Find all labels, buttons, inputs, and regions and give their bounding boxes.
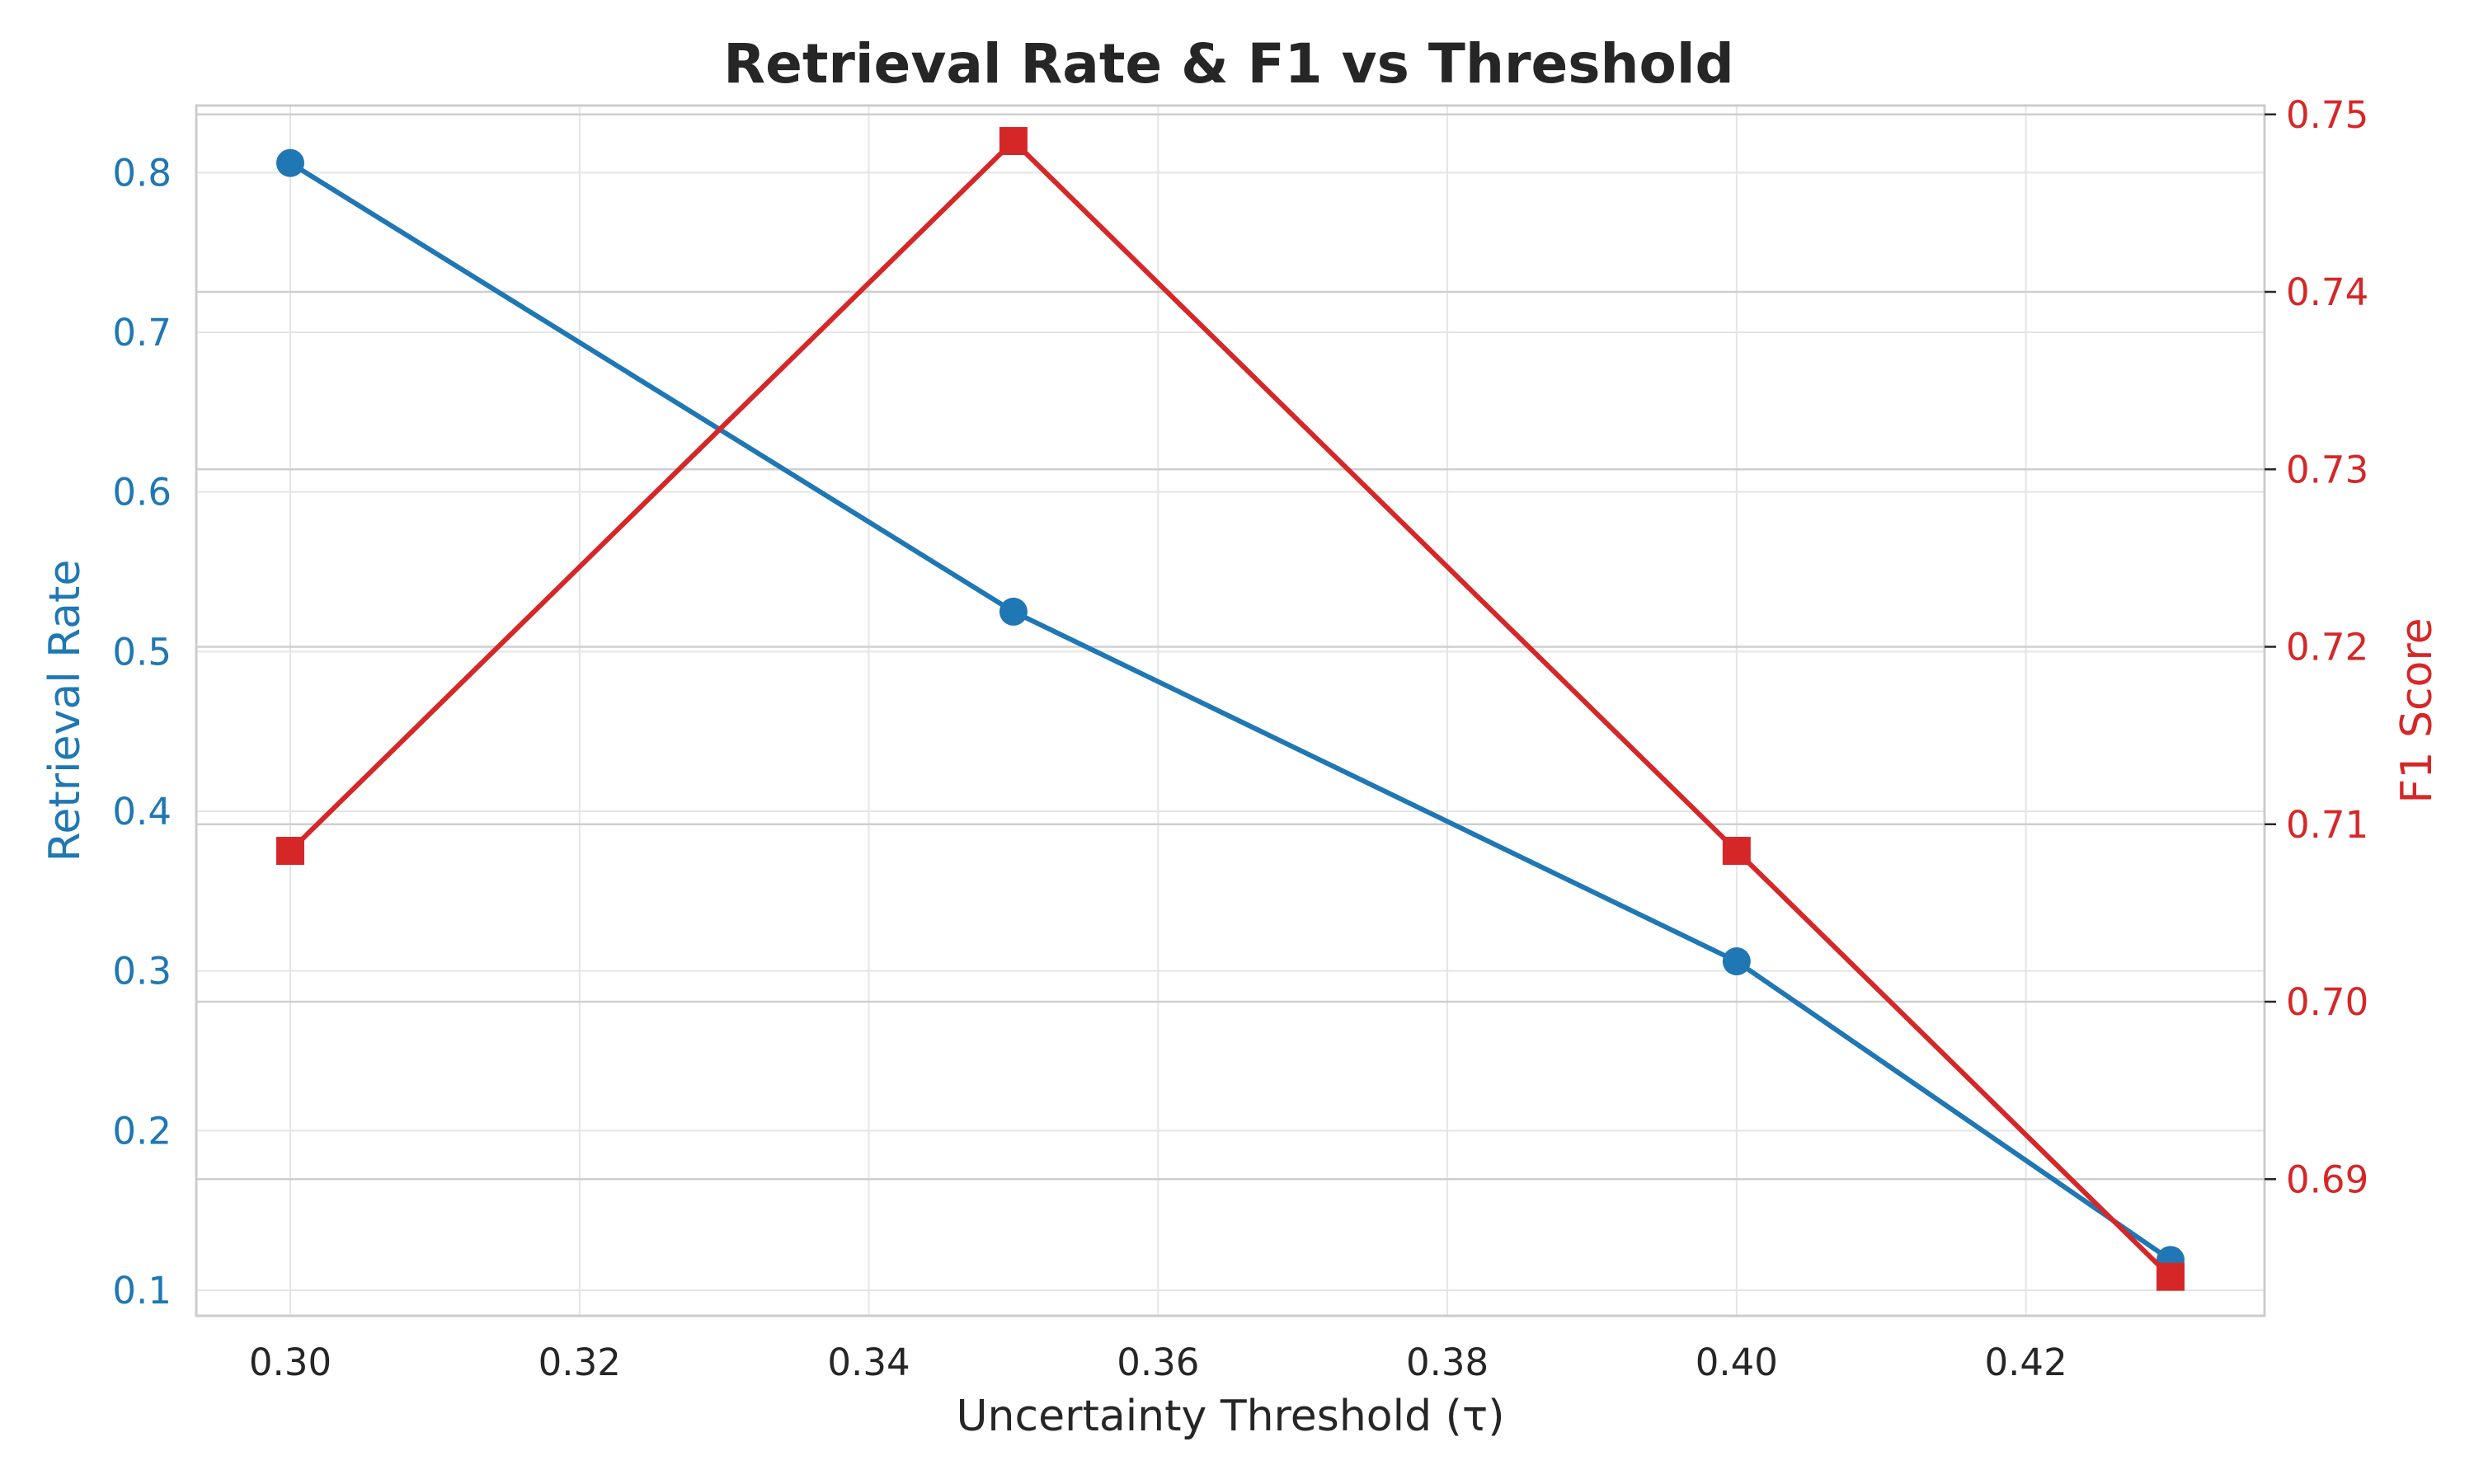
right-y-tick-label: 0.73 <box>2286 448 2368 491</box>
x-tick-label: 0.34 <box>827 1341 910 1384</box>
right-y-tick-label: 0.70 <box>2286 980 2368 1024</box>
x-tick-label: 0.40 <box>1696 1341 1778 1384</box>
right-y-tick-label: 0.71 <box>2286 803 2368 847</box>
left-y-tick-label: 0.8 <box>112 151 172 195</box>
grid-layer <box>196 106 2265 1316</box>
right-y-tick-label: 0.75 <box>2286 93 2368 137</box>
right-y-axis-ticks: 0.69 0.70 0.71 0.72 0.73 0.74 0.75 <box>2265 93 2368 1201</box>
retrieval-rate-point <box>999 597 1028 626</box>
left-y-tick-label: 0.6 <box>112 471 172 514</box>
f1-score-point <box>276 837 304 866</box>
right-y-tick-label: 0.74 <box>2286 270 2368 314</box>
retrieval-rate-point <box>276 148 304 177</box>
f1-score-point <box>1722 837 1751 866</box>
x-axis-ticks: 0.30 0.32 0.34 0.36 0.38 0.40 0.42 <box>249 1341 2067 1384</box>
f1-score-point <box>999 127 1028 156</box>
retrieval-rate-point <box>1722 947 1751 976</box>
left-y-axis-label: Retrieval Rate <box>40 560 90 862</box>
f1-score-point <box>2157 1262 2185 1291</box>
x-tick-label: 0.30 <box>249 1341 332 1384</box>
left-y-tick-label: 0.1 <box>112 1269 172 1313</box>
x-tick-label: 0.32 <box>539 1341 621 1384</box>
left-y-tick-label: 0.3 <box>112 950 172 993</box>
x-tick-label: 0.36 <box>1117 1341 1199 1384</box>
right-y-tick-label: 0.72 <box>2286 626 2368 669</box>
left-y-tick-label: 0.7 <box>112 311 172 355</box>
x-axis-label: Uncertainty Threshold (τ) <box>956 1392 1504 1441</box>
right-axis-grid-layer <box>196 113 2265 1181</box>
left-y-axis-ticks: 0.1 0.2 0.3 0.4 0.5 0.6 0.7 0.8 <box>112 151 172 1313</box>
f1-score-line <box>288 139 2173 1279</box>
x-tick-label: 0.42 <box>1985 1341 2067 1384</box>
chart-title: Retrieval Rate & F1 vs Threshold <box>723 32 1733 96</box>
left-y-tick-label: 0.5 <box>112 630 172 674</box>
plot-frame <box>195 104 2266 1317</box>
right-y-tick-label: 0.69 <box>2286 1158 2368 1201</box>
retrieval-rate-line <box>289 161 2172 1262</box>
x-tick-label: 0.38 <box>1406 1341 1489 1384</box>
left-y-tick-label: 0.4 <box>112 790 172 834</box>
series-layer <box>276 127 2185 1291</box>
right-y-axis-label: F1 Score <box>2392 618 2442 803</box>
left-y-tick-label: 0.2 <box>112 1109 172 1153</box>
